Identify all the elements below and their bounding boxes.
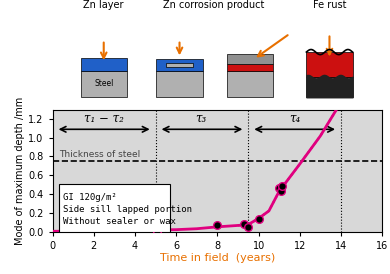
Text: τ₄: τ₄ bbox=[289, 112, 300, 125]
Text: Zn corrosion product: Zn corrosion product bbox=[163, 0, 265, 10]
Text: GI 120g/m²: GI 120g/m² bbox=[63, 193, 117, 202]
Text: Steel: Steel bbox=[94, 79, 113, 89]
Bar bbox=[227, 71, 273, 97]
Bar bbox=[227, 54, 273, 64]
FancyBboxPatch shape bbox=[59, 184, 170, 232]
Bar bbox=[81, 58, 127, 71]
Bar bbox=[227, 64, 273, 71]
X-axis label: Time in field  (years): Time in field (years) bbox=[160, 253, 275, 263]
Text: τ₁ − τ₂: τ₁ − τ₂ bbox=[84, 112, 124, 125]
Text: Thickness of steel: Thickness of steel bbox=[59, 150, 140, 159]
Text: Without sealer or wax: Without sealer or wax bbox=[63, 217, 176, 226]
Bar bbox=[307, 77, 353, 97]
Bar bbox=[156, 59, 202, 71]
Text: Zn layer: Zn layer bbox=[83, 0, 124, 10]
Bar bbox=[81, 71, 127, 97]
Bar bbox=[307, 52, 353, 77]
Text: Side sill lapped portion: Side sill lapped portion bbox=[63, 205, 192, 214]
Bar bbox=[156, 71, 202, 97]
Text: τ₃: τ₃ bbox=[195, 112, 207, 125]
Y-axis label: Mode of maximum depth /mm: Mode of maximum depth /mm bbox=[16, 96, 25, 245]
Text: Fe rust: Fe rust bbox=[313, 0, 346, 10]
Bar bbox=[166, 63, 193, 67]
